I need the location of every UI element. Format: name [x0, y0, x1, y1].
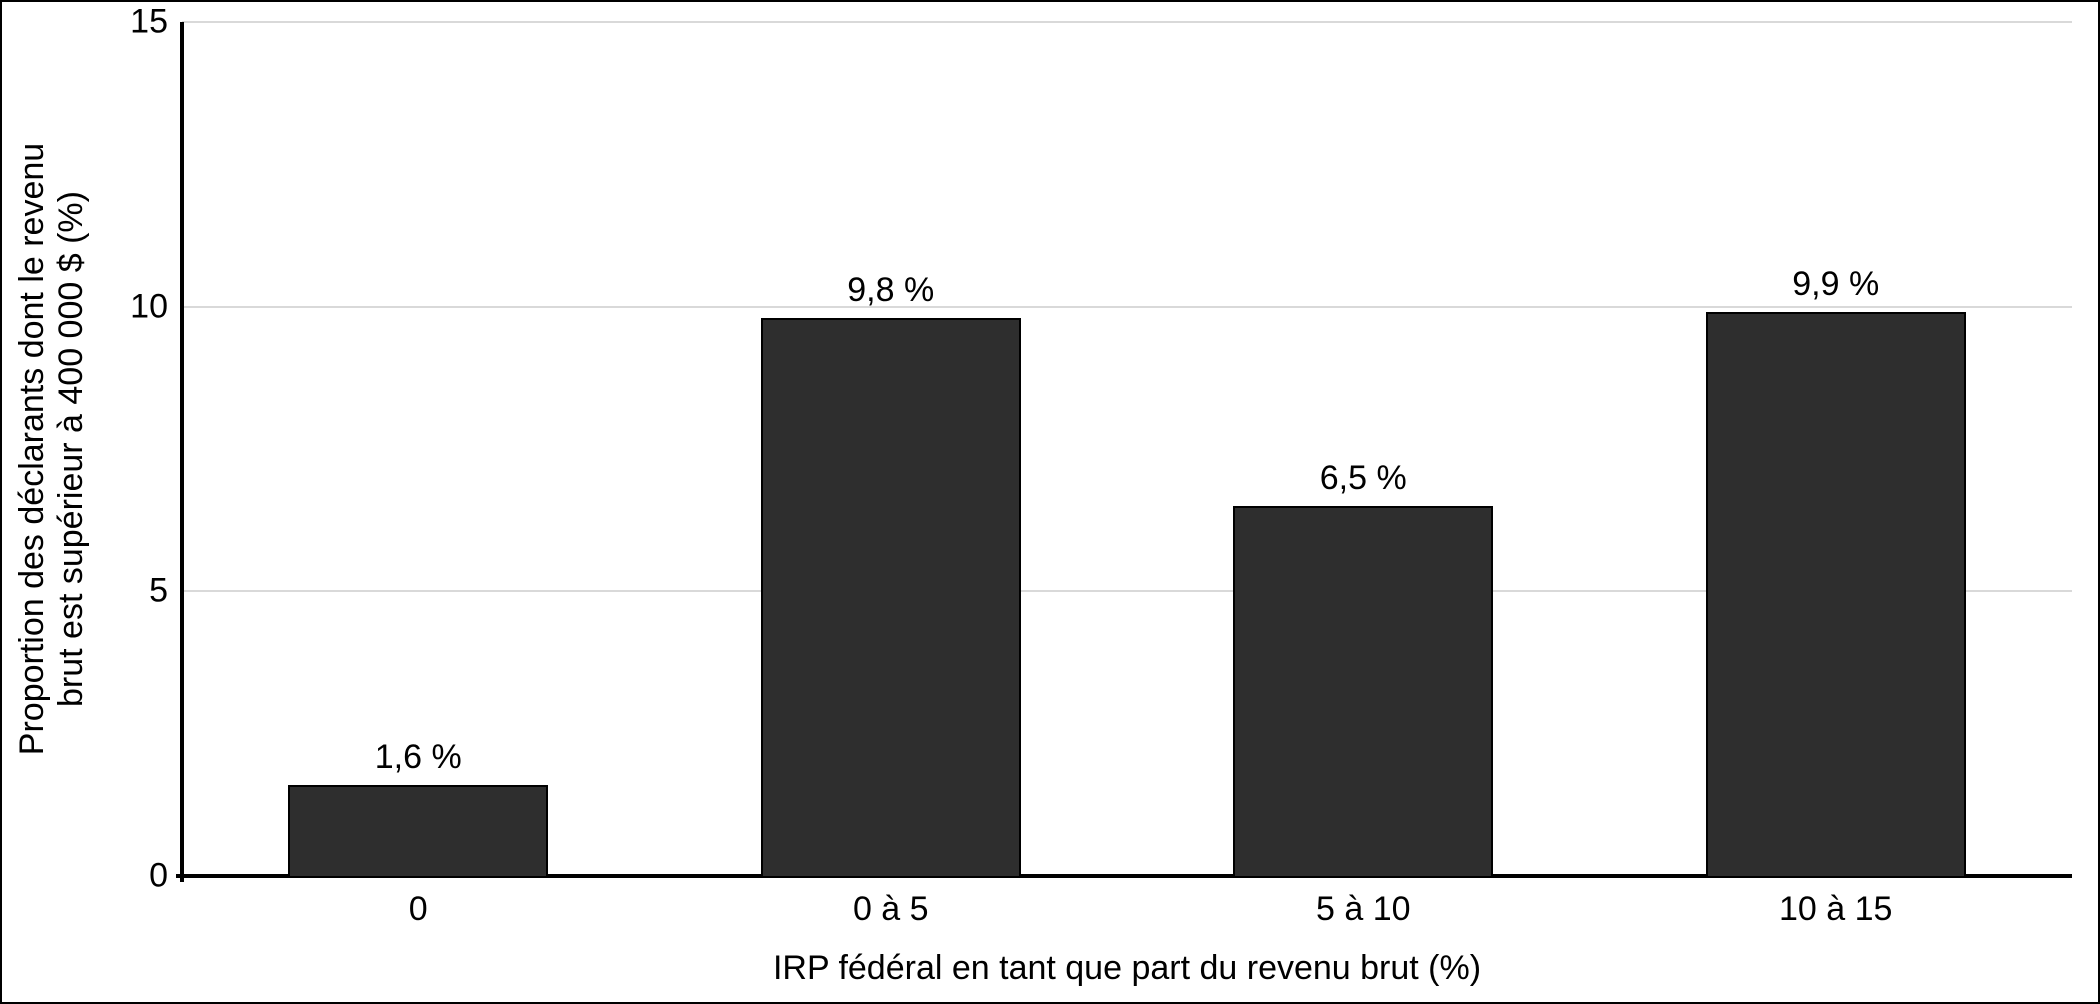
- bar-value-label: 9,8 %: [847, 271, 934, 310]
- y-tick-label: 0: [149, 857, 168, 896]
- y-axis-label: Proportion des déclarants dont le revenu…: [13, 143, 91, 755]
- bar-value-label: 1,6 %: [375, 738, 462, 777]
- y-axis-label-line1: Proportion des déclarants dont le revenu: [13, 143, 51, 755]
- bar: 1,6 %: [288, 785, 548, 876]
- bar: 6,5 %: [1233, 506, 1493, 876]
- x-tick-label: 10 à 15: [1779, 890, 1892, 929]
- x-axis-label: IRP fédéral en tant que part du revenu b…: [182, 949, 2072, 988]
- bar: 9,9 %: [1706, 312, 1966, 876]
- plot-area: 0510151,6 %09,8 %0 à 56,5 %5 à 109,9 %10…: [182, 22, 2072, 876]
- chart-container: Proportion des déclarants dont le revenu…: [0, 0, 2100, 1004]
- y-tick-label: 5: [149, 572, 168, 611]
- bar: 9,8 %: [761, 318, 1021, 876]
- bar-value-label: 6,5 %: [1320, 459, 1407, 498]
- gridline: [182, 306, 2072, 308]
- x-tick-label: 0 à 5: [853, 890, 929, 929]
- y-axis-line: [180, 22, 184, 882]
- y-axis-label-line2: brut est supérieur à 400 000 $ (%): [52, 191, 90, 707]
- bar-value-label: 9,9 %: [1792, 265, 1879, 304]
- x-tick-label: 0: [409, 890, 428, 929]
- y-tick-label: 15: [130, 3, 168, 42]
- y-axis-label-wrap: Proportion des déclarants dont le revenu…: [2, 22, 102, 876]
- y-tick-label: 10: [130, 287, 168, 326]
- gridline: [182, 21, 2072, 23]
- x-tick-label: 5 à 10: [1316, 890, 1411, 929]
